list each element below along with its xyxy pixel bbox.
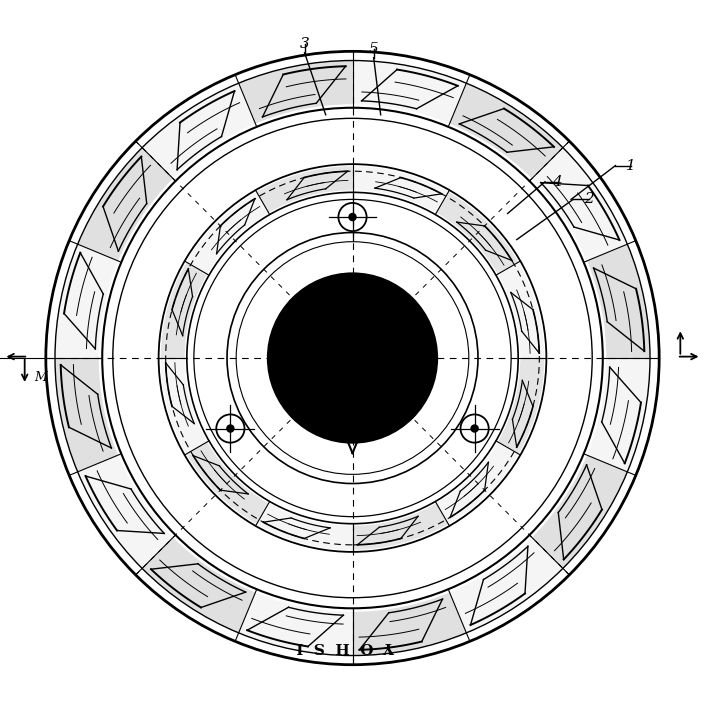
Wedge shape: [352, 593, 466, 656]
Wedge shape: [436, 192, 519, 274]
Wedge shape: [186, 442, 269, 524]
Wedge shape: [78, 147, 173, 261]
Wedge shape: [587, 358, 650, 472]
Text: 5: 5: [369, 43, 379, 56]
Circle shape: [268, 274, 437, 442]
Wedge shape: [239, 60, 352, 123]
Text: 2: 2: [584, 192, 594, 206]
Wedge shape: [257, 167, 352, 213]
Wedge shape: [587, 244, 650, 358]
Circle shape: [226, 424, 235, 432]
Wedge shape: [532, 455, 627, 569]
Wedge shape: [532, 147, 627, 261]
Wedge shape: [55, 358, 118, 472]
Wedge shape: [450, 537, 563, 633]
Text: 1: 1: [626, 159, 636, 172]
Wedge shape: [352, 167, 448, 213]
Wedge shape: [78, 455, 173, 569]
Wedge shape: [436, 442, 519, 524]
Text: Y  O  H  S  I: Y O H S I: [296, 639, 395, 653]
Wedge shape: [352, 60, 466, 123]
Wedge shape: [142, 83, 255, 179]
Circle shape: [348, 213, 357, 221]
Wedge shape: [239, 593, 352, 656]
Wedge shape: [55, 244, 118, 358]
Wedge shape: [161, 358, 207, 454]
Wedge shape: [498, 262, 544, 358]
Wedge shape: [450, 83, 563, 179]
Text: 3: 3: [300, 38, 309, 51]
Text: M: M: [35, 371, 47, 384]
Wedge shape: [142, 537, 255, 633]
Wedge shape: [186, 192, 269, 274]
Text: 4: 4: [552, 175, 562, 189]
Wedge shape: [498, 358, 544, 454]
Wedge shape: [257, 503, 352, 549]
Wedge shape: [352, 503, 448, 549]
Wedge shape: [161, 262, 207, 358]
Circle shape: [470, 424, 479, 432]
